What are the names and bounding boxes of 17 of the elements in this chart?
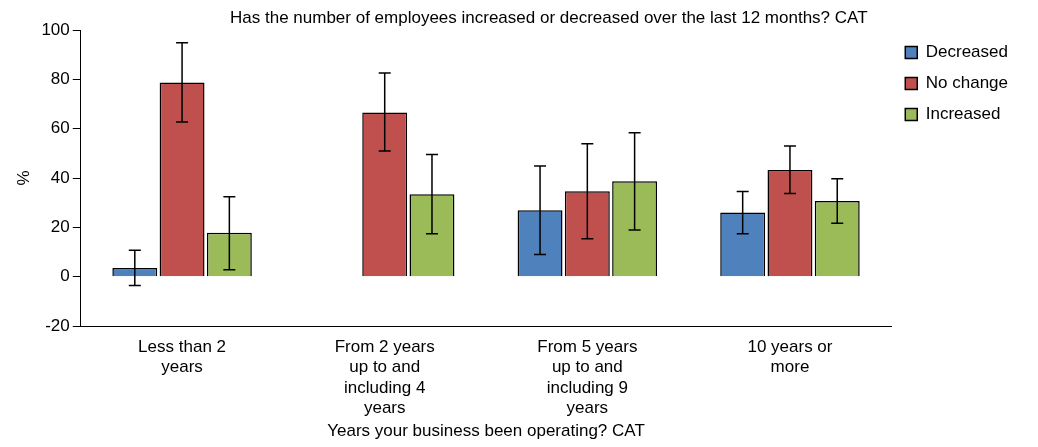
y-tick-label: 0 [60,266,70,286]
x-tick-label: From 5 years up to and including 9 years [537,336,638,418]
x-tick-label: Less than 2 years [138,336,227,377]
y-tick-label: 20 [50,217,70,237]
y-tick-label: 100 [41,19,70,39]
y-tick-label: 40 [50,167,70,187]
legend-label: Decreased [925,42,1008,62]
x-tick-label: 10 years or more [747,336,833,377]
y-tick-label: 80 [50,69,70,89]
legend-label: No change [925,73,1009,93]
y-tick-label: -20 [45,315,70,335]
y-axis-title: % [13,170,33,186]
x-axis-title: Years your business been operating? CAT [327,421,645,441]
y-tick-label: 60 [50,118,70,138]
x-tick-label: From 2 years up to and including 4 years [334,336,435,418]
legend-label: Increased [925,104,1001,124]
chart-title: Has the number of employees increased or decreased over the last 12 months? CAT [230,8,868,28]
